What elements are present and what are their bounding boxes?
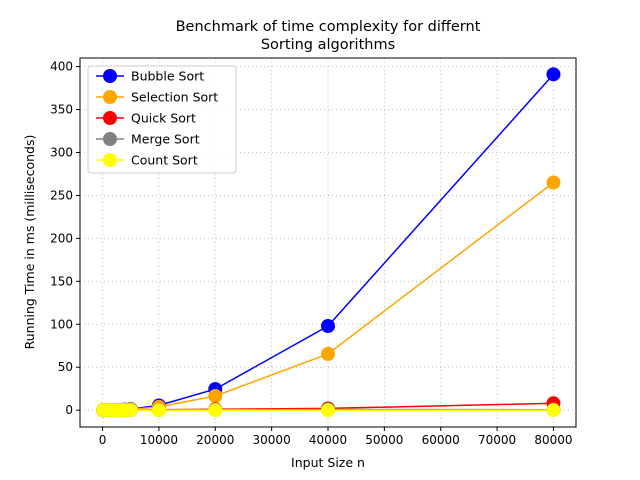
data-point [546,403,561,418]
y-tick-label: 350 [50,103,73,117]
legend-item: Selection Sort [96,90,218,105]
legend-swatch-marker [103,90,117,104]
legend-label: Bubble Sort [131,69,204,84]
series-line [103,181,554,411]
y-tick-label: 0 [65,403,73,417]
legend-item: Quick Sort [96,111,196,126]
legend-label: Merge Sort [131,132,200,147]
y-tick-label: 50 [58,360,73,374]
y-tick-label: 300 [50,145,73,159]
legend-label: Count Sort [131,153,198,168]
legend-item: Merge Sort [96,132,200,147]
x-tick-label: 40000 [309,433,347,447]
series-count-sort [96,403,561,418]
data-point [208,388,223,403]
legend-swatch-marker [103,153,117,167]
legend: Bubble Sort Selection Sort Quick Sort Merge… [87,65,237,174]
y-axis-label: Running Time in ms (milliseconds) [22,135,37,350]
plot-series [96,67,561,418]
series-selection-sort [96,175,561,418]
data-point [208,403,223,418]
chart-title-line1: Benchmark of time complexity for differn… [176,19,481,35]
data-point [546,175,561,190]
axis-ticks: 0 10000 20000 30000 40000 50000 60000 70000 8000… [50,60,572,447]
x-tick-label: 20000 [196,433,234,447]
legend-swatch-marker [103,132,117,146]
legend-box [87,65,237,174]
legend-swatch-marker [103,69,117,83]
x-tick-label: 70000 [478,433,516,447]
y-tick-label: 250 [50,188,73,202]
x-tick-label: 0 [99,433,107,447]
data-point [321,318,335,333]
data-point [321,403,335,418]
y-tick-label: 100 [50,317,73,331]
x-tick-label: 10000 [140,433,178,447]
y-tick-label: 150 [50,274,73,288]
x-tick-label: 50000 [365,433,403,447]
x-tick-label: 60000 [422,433,460,447]
data-point [546,67,561,82]
data-point [321,346,335,361]
legend-label: Quick Sort [131,111,196,126]
chart-title-line2: Sorting algorithms [261,37,395,53]
legend-label: Selection Sort [131,90,218,105]
legend-item: Bubble Sort [96,69,204,84]
y-tick-label: 400 [50,60,73,74]
y-tick-label: 200 [50,231,73,245]
data-point [123,403,138,418]
x-tick-label: 30000 [253,433,291,447]
x-axis-label: Input Size n [291,455,365,470]
x-tick-label: 80000 [534,433,572,447]
data-point [151,403,166,418]
legend-item: Count Sort [96,153,198,168]
legend-swatch-marker [103,111,117,125]
